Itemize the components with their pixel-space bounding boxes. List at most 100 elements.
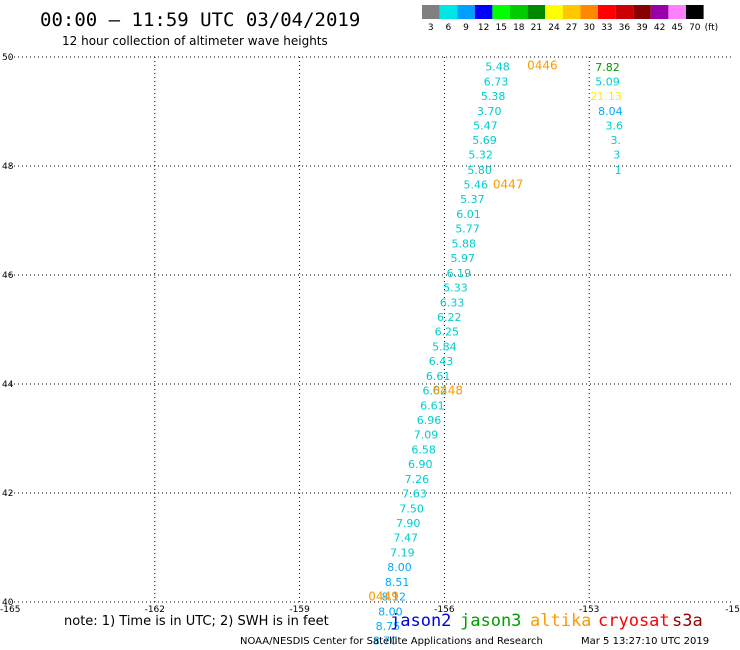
legend-label: 70 bbox=[689, 23, 701, 33]
legend-label: 39 bbox=[636, 23, 648, 33]
wave-height-label: 5.37 bbox=[460, 193, 485, 206]
y-tick-label: 48 bbox=[2, 162, 14, 172]
legend-swatch bbox=[686, 5, 704, 19]
footer-note: note: 1) Time is in UTC; 2) SWH is in fe… bbox=[64, 614, 329, 629]
wave-height-label: 5.69 bbox=[472, 134, 497, 147]
x-tick-label: -156 bbox=[434, 605, 455, 615]
satellite-legend: jason2 jason3 altika cryosat s3a bbox=[390, 611, 703, 631]
wave-height-label: 6.43 bbox=[429, 355, 454, 368]
wave-height-label: 3.6 bbox=[606, 120, 624, 133]
wave-height-label: 5.84 bbox=[432, 340, 457, 353]
wave-height-label: 8.00 bbox=[387, 561, 412, 574]
legend-label: 30 bbox=[583, 23, 595, 33]
time-label: 0448 bbox=[433, 384, 464, 398]
wave-height-label: 7.26 bbox=[405, 473, 430, 486]
plot-frame bbox=[10, 57, 734, 602]
wave-height-label: 5.80 bbox=[467, 164, 492, 177]
legend-swatch bbox=[562, 5, 581, 19]
satellite-jason2: jason2 bbox=[390, 611, 451, 631]
wave-height-label: 6.01 bbox=[456, 208, 481, 221]
satellite-cryosat: cryosat bbox=[598, 611, 670, 631]
legend-label: 27 bbox=[566, 23, 577, 33]
wave-height-label: 6.62 bbox=[422, 385, 447, 398]
grid-lines bbox=[10, 56, 734, 603]
legend-label: 36 bbox=[619, 23, 631, 33]
wave-height-label: 1 bbox=[615, 164, 622, 177]
legend-label: 42 bbox=[654, 23, 665, 33]
wave-height-label: 5.88 bbox=[451, 237, 476, 250]
legend-label: 9 bbox=[463, 23, 469, 33]
wave-height-label: 8.12 bbox=[381, 591, 406, 604]
wave-height-label: 6.96 bbox=[417, 414, 442, 427]
legend-swatch bbox=[668, 5, 686, 19]
y-tick-label: 44 bbox=[2, 380, 14, 390]
legend-label: 33 bbox=[601, 23, 612, 33]
wave-height-label: 7.82 bbox=[595, 61, 620, 74]
legend-swatch bbox=[545, 5, 563, 19]
wave-height-label: 6.73 bbox=[484, 76, 509, 89]
wave-height-label: 5.32 bbox=[468, 149, 493, 162]
wave-height-label: 7.63 bbox=[402, 488, 427, 501]
wave-height-label: 8.75 bbox=[376, 620, 401, 633]
wave-height-label: 7.90 bbox=[396, 517, 421, 530]
legend-swatch bbox=[457, 5, 475, 19]
wave-height-label: 3.70 bbox=[477, 105, 502, 118]
wave-height-label: 6.90 bbox=[408, 458, 433, 471]
legend-swatch bbox=[492, 5, 510, 19]
wave-height-label: 6.61 bbox=[420, 399, 445, 412]
wave-height-label: 5.97 bbox=[450, 252, 475, 265]
legend-label: 12 bbox=[478, 23, 489, 33]
wave-height-label: 6.58 bbox=[411, 443, 436, 456]
axis-ticks: -165 -162 -159 -156 -153 -15 40 42 44 46 48 50 bbox=[0, 53, 740, 615]
legend-swatch bbox=[633, 5, 651, 19]
wave-height-label: 6.22 bbox=[437, 311, 462, 324]
x-tick-label: -162 bbox=[145, 605, 165, 615]
data-points: 5.48 6.735.38 3.70 5.475.69 5.32 5.80 5.465.37… bbox=[369, 60, 624, 650]
satellite-jason3: jason3 bbox=[460, 611, 521, 631]
legend-label: 45 bbox=[671, 23, 682, 33]
wave-height-label: 8.51 bbox=[385, 576, 410, 589]
legend-swatch bbox=[439, 5, 458, 19]
time-label: 0447 bbox=[493, 178, 524, 192]
legend-label: 15 bbox=[495, 23, 506, 33]
wave-height-label: 21.13 bbox=[590, 90, 622, 103]
wave-height-label: 3 bbox=[613, 149, 620, 162]
legend-swatch bbox=[510, 5, 528, 19]
satellite-altika: altika bbox=[530, 611, 591, 631]
color-legend: 3 6 9 12 15 18 21 24 27 30 33 36 39 42 45 70 (ft) bbox=[422, 5, 718, 33]
wave-height-label: 3. bbox=[610, 134, 621, 147]
wave-height-label: 5.77 bbox=[455, 223, 480, 236]
y-tick-label: 50 bbox=[2, 53, 14, 63]
legend-swatch bbox=[615, 5, 634, 19]
plot-area: -165 -162 -159 -156 -153 -15 40 42 44 46 48 50 5.48… bbox=[0, 53, 740, 650]
wave-height-label: 6.19 bbox=[447, 267, 472, 280]
x-tick-label: -153 bbox=[579, 605, 599, 615]
satellite-s3a: s3a bbox=[672, 611, 703, 631]
legend-swatch bbox=[650, 5, 669, 19]
y-tick-label: 42 bbox=[2, 489, 13, 499]
y-tick-label: 46 bbox=[2, 271, 14, 281]
wave-height-label: 5.47 bbox=[473, 120, 498, 133]
y-tick-label: 40 bbox=[2, 598, 14, 608]
legend-swatch bbox=[474, 5, 493, 19]
wave-height-label: 7.50 bbox=[399, 502, 424, 515]
wave-height-label: 5.46 bbox=[464, 179, 489, 192]
legend-label: 21 bbox=[531, 23, 542, 33]
wave-height-label: 5.48 bbox=[485, 60, 510, 73]
time-label: 0449 bbox=[368, 590, 399, 604]
wave-height-label: 7.19 bbox=[390, 546, 415, 559]
wave-height-label: 8.04 bbox=[598, 105, 623, 118]
time-label: 0446 bbox=[527, 59, 558, 73]
chart-title: 00:00 – 11:59 UTC 03/04/2019 bbox=[40, 9, 360, 31]
time-labels: 0446 0447 0448 0449 bbox=[368, 59, 557, 604]
wave-height-label: 6.25 bbox=[435, 326, 460, 339]
legend-swatch bbox=[598, 5, 616, 19]
wave-height-label: 8.70 bbox=[373, 635, 398, 648]
legend-label: 3 bbox=[428, 23, 434, 33]
x-tick-label: -165 bbox=[0, 605, 20, 615]
legend-swatch bbox=[527, 5, 546, 19]
wave-height-label: 6.61 bbox=[426, 370, 451, 383]
wave-height-label: 7.09 bbox=[414, 429, 439, 442]
footer-credit: NOAA/NESDIS Center for Satellite Applica… bbox=[240, 636, 543, 647]
